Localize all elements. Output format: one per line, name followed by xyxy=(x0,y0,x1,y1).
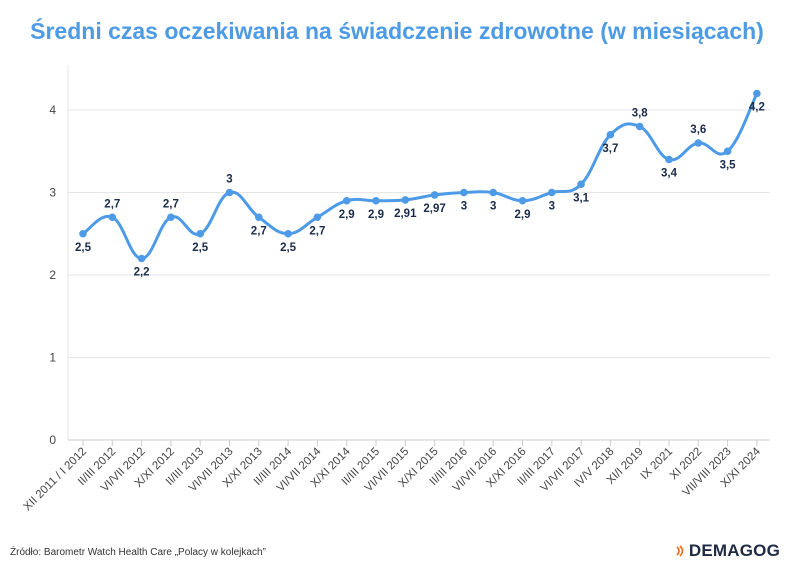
data-label: 3,1 xyxy=(573,192,590,204)
data-label: 2,7 xyxy=(309,225,325,237)
y-tick-label: 0 xyxy=(49,433,56,447)
data-point xyxy=(254,213,263,222)
data-label: 3,4 xyxy=(661,168,678,180)
data-point xyxy=(753,89,761,98)
data-labels-layer: 2,5 2,7 2,2 2,7 2,5 3 2,7 2,5 2,7 2,9 2,9 2,91 2,97 3… xyxy=(75,102,765,279)
data-label: 2,9 xyxy=(339,209,355,221)
data-point xyxy=(665,155,673,164)
data-label: 3 xyxy=(461,201,467,213)
series-layer xyxy=(81,92,759,260)
data-label: 2,7 xyxy=(163,198,179,210)
data-point xyxy=(606,130,615,139)
data-label: 2,5 xyxy=(192,242,209,254)
data-point xyxy=(401,196,410,204)
y-tick-label: 1 xyxy=(49,351,56,365)
data-point xyxy=(79,229,87,238)
data-label: 2,7 xyxy=(251,225,267,237)
data-label: 3 xyxy=(549,201,555,213)
data-label: 3,7 xyxy=(602,143,618,155)
data-label: 2,7 xyxy=(104,198,120,210)
data-point xyxy=(430,191,439,199)
y-tick-label: 4 xyxy=(49,103,56,117)
data-label: 2,2 xyxy=(134,267,150,279)
demagog-logo-icon xyxy=(676,545,684,557)
data-label: 2,91 xyxy=(394,208,417,220)
source-note: Źródło: Barometr Watch Health Care „Pola… xyxy=(10,547,266,558)
data-point xyxy=(372,196,380,205)
data-point xyxy=(723,147,732,156)
chart-title: Średni czas oczekiwania na świadczenie z… xyxy=(30,18,764,44)
data-point xyxy=(196,229,204,238)
data-label: 3,8 xyxy=(632,108,649,120)
data-point xyxy=(284,229,292,238)
data-point xyxy=(694,139,703,147)
brand-logo: DEMAGOG xyxy=(675,541,780,561)
data-point xyxy=(577,180,585,189)
data-label: 3,6 xyxy=(690,124,706,136)
data-point xyxy=(460,188,468,197)
data-point xyxy=(137,254,146,263)
brand-name: DEMAGOG xyxy=(688,541,780,560)
data-label: 3,5 xyxy=(720,159,737,171)
data-point xyxy=(167,213,175,222)
grid-layer xyxy=(68,109,770,358)
data-label: 2,97 xyxy=(423,203,445,215)
data-label: 2,5 xyxy=(280,242,297,254)
data-point xyxy=(635,122,644,131)
data-point xyxy=(548,188,556,197)
data-label: 2,9 xyxy=(515,209,531,221)
data-point xyxy=(108,213,117,222)
data-label: 3 xyxy=(226,174,232,186)
data-point xyxy=(313,213,322,222)
series-line xyxy=(81,92,759,260)
data-point xyxy=(342,196,351,205)
data-point xyxy=(489,188,498,197)
data-label: 4,2 xyxy=(749,102,765,114)
data-label: 3 xyxy=(490,201,496,213)
y-tick-label: 2 xyxy=(49,268,56,282)
y-tick-label: 3 xyxy=(49,186,56,200)
data-point xyxy=(225,188,234,197)
data-label: 2,9 xyxy=(368,209,384,221)
points-layer xyxy=(79,89,761,263)
data-point xyxy=(518,196,527,205)
data-label: 2,5 xyxy=(75,242,92,254)
